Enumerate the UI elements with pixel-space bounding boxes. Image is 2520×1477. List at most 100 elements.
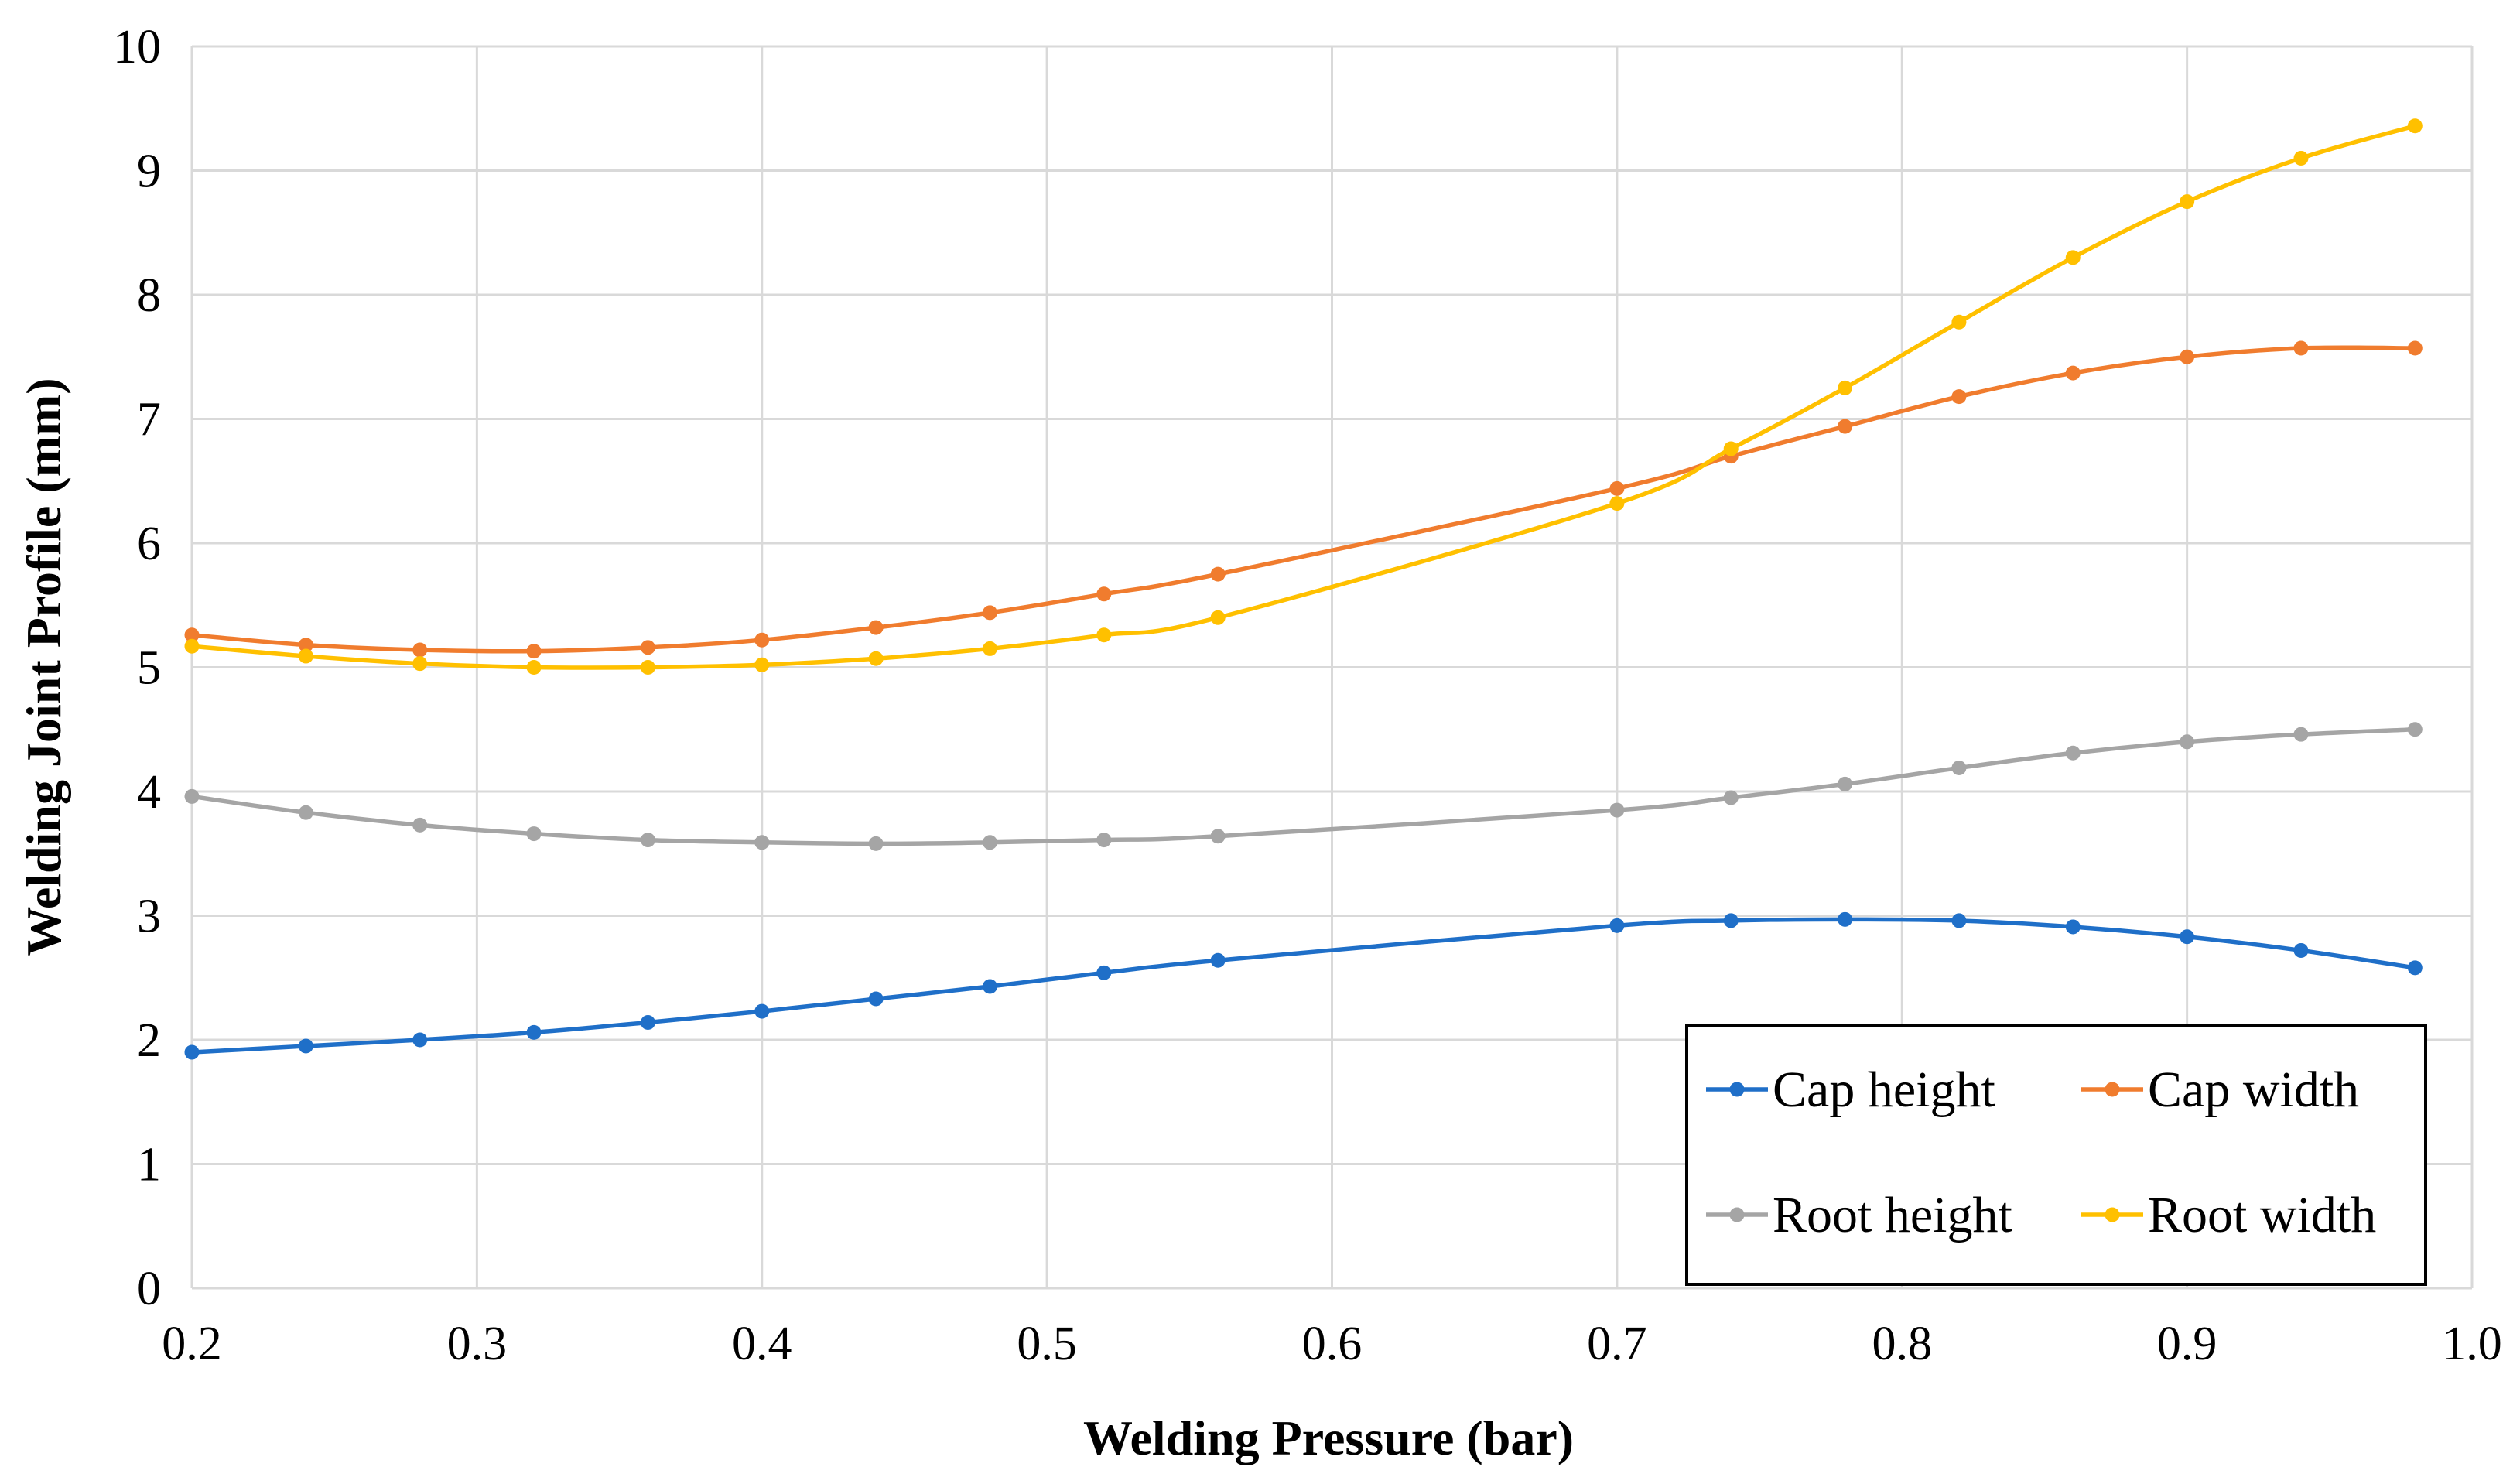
series-line-root-height [190, 727, 2418, 846]
y-tick-label: 10 [113, 21, 161, 74]
legend: Cap height Cap width Root height Root width [1685, 1024, 2427, 1286]
y-tick-label: 2 [137, 1014, 161, 1067]
y-tick-label: 7 [137, 394, 161, 446]
series-root-height [184, 722, 2423, 851]
data-point-root-width [754, 657, 770, 672]
legend-swatch-marker [1729, 1207, 1745, 1222]
data-point-root-width [1096, 627, 1112, 643]
data-point-cap-height [1609, 918, 1625, 933]
legend-swatch-marker [2105, 1082, 2120, 1097]
y-tick-label: 4 [137, 766, 161, 819]
data-point-cap-width [1951, 389, 1967, 405]
y-axis-title: Welding Joint Profile (mm) [16, 378, 71, 956]
data-point-root-width [1723, 441, 1739, 456]
data-point-cap-height [1838, 911, 1853, 927]
legend-entry-root-width: Root width [2081, 1187, 2376, 1243]
data-point-root-height [2407, 722, 2423, 737]
x-tick-label: 0.8 [1872, 1318, 1933, 1370]
x-tick-label: 0.9 [2157, 1318, 2217, 1370]
data-point-root-height [1096, 833, 1112, 848]
data-point-root-height [1210, 829, 1226, 844]
data-point-cap-width [1096, 586, 1112, 602]
data-point-root-width [2065, 250, 2081, 265]
legend-entry-cap-height: Cap height [1706, 1062, 1995, 1118]
data-point-cap-width [412, 642, 428, 658]
data-point-root-width [298, 648, 313, 664]
data-point-cap-width [298, 638, 313, 653]
x-tick-label: 0.2 [162, 1318, 222, 1370]
legend-swatch-marker [1729, 1082, 1745, 1097]
data-point-root-height [526, 826, 542, 842]
data-point-root-width [2407, 118, 2423, 134]
data-point-cap-width [526, 644, 542, 659]
data-point-cap-height [2065, 919, 2081, 935]
data-point-root-height [982, 835, 997, 850]
data-point-cap-width [640, 640, 655, 655]
data-point-cap-width [2065, 365, 2081, 381]
x-tick-label: 0.6 [1302, 1318, 1363, 1370]
series-cap-width [184, 340, 2423, 659]
data-point-cap-width [1838, 419, 1853, 434]
data-point-root-height [640, 833, 655, 848]
x-tick-label: 0.5 [1017, 1318, 1077, 1370]
series-cap-height [184, 911, 2423, 1060]
y-tick-label: 5 [137, 642, 161, 695]
y-tick-label: 0 [137, 1263, 161, 1315]
y-axis-ticks: 0 1 2 3 4 5 6 7 8 9 10 [113, 21, 161, 1315]
data-point-root-height [1951, 761, 1967, 776]
legend-box [1685, 1024, 2427, 1286]
x-tick-label: 1.0 [2442, 1318, 2502, 1370]
data-point-cap-height [1723, 913, 1739, 928]
data-point-root-width [2293, 150, 2309, 166]
data-point-root-height [2180, 734, 2195, 750]
series-line-root-width [190, 123, 2418, 670]
legend-label: Root width [2148, 1187, 2376, 1243]
data-point-cap-height [754, 1003, 770, 1019]
data-point-root-width [1609, 496, 1625, 511]
data-point-root-height [754, 835, 770, 850]
data-point-root-width [1210, 610, 1226, 625]
x-tick-label: 0.4 [732, 1318, 792, 1370]
data-point-cap-height [868, 991, 884, 1007]
legend-label: Cap width [2148, 1062, 2359, 1118]
data-point-root-height [1838, 776, 1853, 791]
data-point-root-height [1609, 802, 1625, 818]
legend-entry-cap-width: Cap width [2081, 1062, 2359, 1118]
series-root-width [184, 118, 2423, 675]
data-point-cap-height [184, 1044, 200, 1060]
data-point-cap-height [640, 1015, 655, 1031]
data-point-root-width [2180, 194, 2195, 210]
data-point-cap-height [298, 1038, 313, 1054]
legend-label: Root height [1773, 1187, 2012, 1243]
data-point-cap-width [1210, 566, 1226, 582]
y-tick-label: 9 [137, 145, 161, 198]
data-point-root-height [2065, 745, 2081, 761]
data-point-root-height [412, 817, 428, 833]
legend-swatch-marker [2105, 1207, 2120, 1222]
series-layer [184, 118, 2423, 1060]
data-point-root-height [298, 805, 313, 820]
y-tick-label: 3 [137, 891, 161, 943]
x-axis-ticks: 0.2 0.3 0.4 0.5 0.6 0.7 0.8 0.9 1.0 [162, 1318, 2502, 1370]
x-axis-title: Welding Pressure (bar) [1083, 1410, 1574, 1465]
data-point-cap-height [2180, 929, 2195, 945]
data-point-root-width [526, 660, 542, 675]
data-point-root-width [640, 660, 655, 675]
data-point-cap-height [2293, 942, 2309, 958]
data-point-cap-width [982, 605, 997, 621]
data-point-root-width [1838, 380, 1853, 395]
y-tick-label: 6 [137, 518, 161, 570]
data-point-cap-width [2180, 349, 2195, 364]
data-point-cap-height [1096, 965, 1112, 980]
data-point-cap-width [754, 632, 770, 648]
data-point-root-height [868, 836, 884, 851]
data-point-cap-width [868, 620, 884, 635]
data-point-root-width [412, 656, 428, 672]
y-tick-label: 8 [137, 269, 161, 322]
data-point-cap-width [2407, 340, 2423, 356]
x-tick-label: 0.7 [1587, 1318, 1647, 1370]
data-point-root-width [184, 638, 200, 654]
data-point-cap-height [2407, 960, 2423, 976]
data-point-root-height [184, 788, 200, 804]
data-point-cap-height [1951, 913, 1967, 928]
